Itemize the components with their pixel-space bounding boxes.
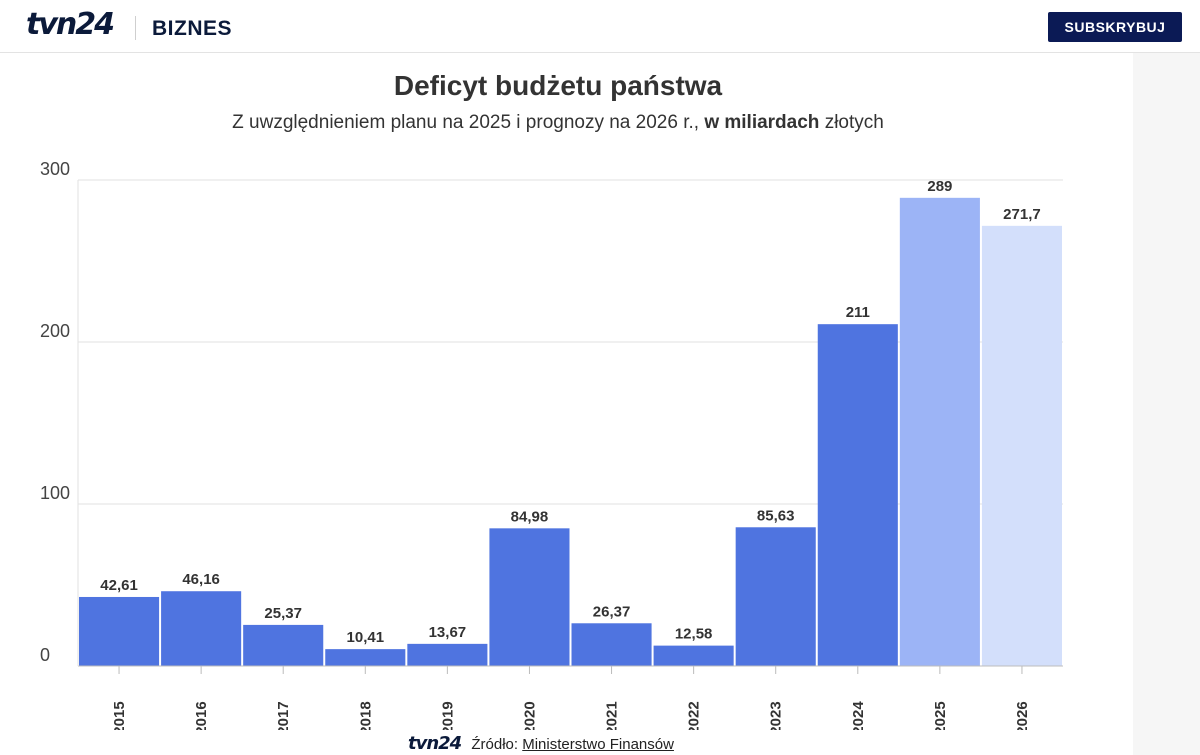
- source-label: Źródło:: [471, 736, 519, 753]
- y-tick-label: 200: [40, 321, 70, 341]
- x-tick-label-2019: 2019: [439, 701, 456, 730]
- bar-2022: [653, 645, 734, 666]
- subtitle-unit: złotych: [824, 112, 884, 133]
- x-tick-label-2021: 2021: [604, 701, 621, 730]
- bar-2023: [735, 527, 816, 666]
- x-tick-label-2023: 2023: [768, 701, 785, 730]
- value-label-2022: 12,58: [675, 626, 713, 643]
- value-label-2019: 13,67: [429, 624, 467, 641]
- value-label-2021: 26,37: [593, 603, 631, 620]
- section-title[interactable]: BIZNES: [152, 17, 233, 40]
- chart-footer: tvn24 Źródło: Ministerstwo Finansów: [408, 733, 674, 755]
- subtitle-bold: w miliardach: [704, 112, 820, 133]
- bar-2020: [489, 528, 570, 666]
- header-divider: [135, 16, 136, 40]
- bar-2018: [325, 649, 406, 666]
- right-gutter: [1133, 53, 1200, 755]
- value-label-2026: 271,7: [1003, 206, 1041, 223]
- value-label-2020: 84,98: [511, 508, 549, 525]
- footer-logo: tvn24: [408, 733, 462, 754]
- value-label-2024: 211: [846, 304, 870, 321]
- bar-2025: [899, 197, 980, 666]
- value-label-2018: 10,41: [347, 629, 385, 646]
- bar-2016: [161, 591, 242, 666]
- bar-2021: [571, 623, 652, 666]
- bar-2019: [407, 643, 488, 666]
- chart-subtitle: Z uwzględnieniem planu na 2025 i prognoz…: [0, 112, 1116, 134]
- bar-chart: 0 100 200 300 42,61 2015 46,16 2016 25,37 2017 10,…: [40, 159, 1063, 730]
- value-label-2023: 85,63: [757, 507, 795, 524]
- bar-2024: [817, 324, 898, 666]
- x-tick-label-2015: 2015: [111, 701, 128, 730]
- bar-2026: [981, 225, 1062, 666]
- value-label-2017: 25,37: [264, 605, 302, 622]
- value-label-2025: 289: [927, 178, 952, 195]
- bar-2015: [79, 596, 160, 666]
- x-tick-label-2024: 2024: [850, 701, 867, 730]
- source-link[interactable]: Ministerstwo Finansów: [522, 736, 674, 753]
- x-tick-label-2016: 2016: [193, 701, 210, 730]
- bar-2017: [243, 624, 324, 666]
- x-tick-label-2025: 2025: [932, 701, 949, 730]
- tvn24-logo[interactable]: tvn24: [26, 7, 115, 42]
- y-tick-label: 300: [40, 159, 70, 179]
- chart-title: Deficyt budżetu państwa: [393, 70, 723, 101]
- x-tick-label-2022: 2022: [686, 701, 703, 730]
- x-tick-label-2018: 2018: [357, 701, 374, 730]
- value-label-2015: 42,61: [100, 577, 138, 594]
- x-tick-label-2020: 2020: [521, 701, 538, 730]
- subscribe-button[interactable]: SUBSKRYBUJ: [1048, 12, 1182, 42]
- y-tick-label: 100: [40, 483, 70, 503]
- x-tick-label-2017: 2017: [275, 701, 292, 730]
- x-tick-label-2026: 2026: [1014, 701, 1031, 730]
- top-bar: tvn24 BIZNES SUBSKRYBUJ: [0, 0, 1200, 53]
- value-label-2016: 46,16: [182, 571, 220, 588]
- y-tick-label: 0: [40, 645, 50, 665]
- subtitle-text: Z uwzględnieniem planu na 2025 i prognoz…: [232, 112, 700, 133]
